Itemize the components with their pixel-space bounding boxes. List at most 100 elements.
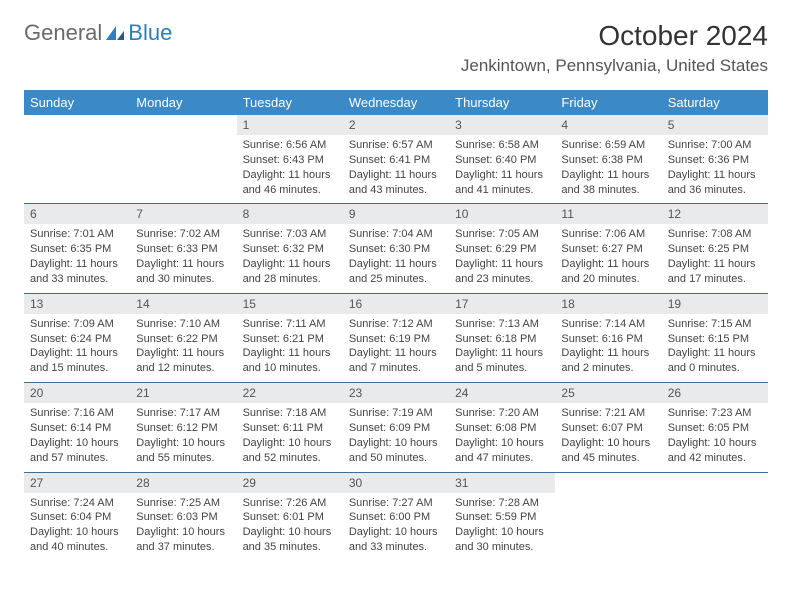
calendar-cell: 14Sunrise: 7:10 AMSunset: 6:22 PMDayligh… bbox=[130, 294, 236, 383]
day-detail-line: and 25 minutes. bbox=[349, 272, 443, 287]
calendar-cell: 6Sunrise: 7:01 AMSunset: 6:35 PMDaylight… bbox=[24, 204, 130, 293]
day-number: 28 bbox=[130, 473, 236, 493]
day-detail-line: Sunset: 6:16 PM bbox=[561, 332, 655, 347]
calendar-cell: 9Sunrise: 7:04 AMSunset: 6:30 PMDaylight… bbox=[343, 204, 449, 293]
day-number: 3 bbox=[449, 115, 555, 135]
day-detail-line: and 15 minutes. bbox=[30, 361, 124, 376]
calendar-body: 1Sunrise: 6:56 AMSunset: 6:43 PMDaylight… bbox=[24, 115, 768, 561]
day-detail-line: and 7 minutes. bbox=[349, 361, 443, 376]
day-detail-line: Sunset: 6:40 PM bbox=[455, 153, 549, 168]
title-block: October 2024 Jenkintown, Pennsylvania, U… bbox=[461, 20, 768, 76]
day-detail-line: Daylight: 11 hours bbox=[349, 346, 443, 361]
calendar-cell: 19 Sunrise: 7:15 AMSunset: 6:15 PMDayligh… bbox=[662, 294, 768, 383]
calendar-cell: 28Sunrise: 7:25 AMSunset: 6:03 PMDayligh… bbox=[130, 473, 236, 561]
day-number: 12 bbox=[662, 204, 768, 224]
day-details: Sunrise: 7:14 AMSunset: 6:16 PMDaylight:… bbox=[555, 314, 661, 382]
day-detail-line: Sunrise: 7:21 AM bbox=[561, 406, 655, 421]
day-detail-line: Daylight: 11 hours bbox=[455, 168, 549, 183]
day-detail-line: and 41 minutes. bbox=[455, 183, 549, 198]
day-details: Sunrise: 7:06 AMSunset: 6:27 PMDaylight:… bbox=[555, 224, 661, 292]
day-detail-line: Daylight: 10 hours bbox=[455, 525, 549, 540]
day-details: Sunrise: 6:58 AMSunset: 6:40 PMDaylight:… bbox=[449, 135, 555, 203]
day-number: 7 bbox=[130, 204, 236, 224]
calendar-week-row: 1Sunrise: 6:56 AMSunset: 6:43 PMDaylight… bbox=[24, 115, 768, 204]
day-details: Sunrise: 7:11 AMSunset: 6:21 PMDaylight:… bbox=[237, 314, 343, 382]
day-detail-line: Sunset: 6:04 PM bbox=[30, 510, 124, 525]
day-detail-line: Daylight: 11 hours bbox=[243, 346, 337, 361]
day-detail-line: and 20 minutes. bbox=[561, 272, 655, 287]
day-number: 23 bbox=[343, 383, 449, 403]
day-detail-line: and 30 minutes. bbox=[455, 540, 549, 555]
day-detail-line: Daylight: 11 hours bbox=[561, 346, 655, 361]
day-number: 19 bbox=[662, 294, 768, 314]
day-detail-line: Sunrise: 7:24 AM bbox=[30, 496, 124, 511]
calendar-cell: 18Sunrise: 7:14 AMSunset: 6:16 PMDayligh… bbox=[555, 294, 661, 383]
day-detail-line: Sunrise: 7:19 AM bbox=[349, 406, 443, 421]
calendar-cell bbox=[662, 473, 768, 561]
day-detail-line: Sunrise: 6:56 AM bbox=[243, 138, 337, 153]
calendar-week-row: 6Sunrise: 7:01 AMSunset: 6:35 PMDaylight… bbox=[24, 204, 768, 293]
calendar-cell: 24Sunrise: 7:20 AMSunset: 6:08 PMDayligh… bbox=[449, 383, 555, 472]
day-detail-line: Sunset: 6:07 PM bbox=[561, 421, 655, 436]
calendar-cell: 25Sunrise: 7:21 AMSunset: 6:07 PMDayligh… bbox=[555, 383, 661, 472]
day-detail-line: Daylight: 11 hours bbox=[243, 257, 337, 272]
day-number: 10 bbox=[449, 204, 555, 224]
day-detail-line: and 43 minutes. bbox=[349, 183, 443, 198]
day-details: Sunrise: 7:05 AMSunset: 6:29 PMDaylight:… bbox=[449, 224, 555, 292]
day-detail-line: Daylight: 11 hours bbox=[455, 257, 549, 272]
day-detail-line: and 33 minutes. bbox=[30, 272, 124, 287]
day-detail-line: Daylight: 11 hours bbox=[668, 257, 762, 272]
day-header: Monday bbox=[130, 90, 236, 115]
day-details: Sunrise: 7:17 AMSunset: 6:12 PMDaylight:… bbox=[130, 403, 236, 471]
calendar-cell: 7Sunrise: 7:02 AMSunset: 6:33 PMDaylight… bbox=[130, 204, 236, 293]
day-details: Sunrise: 6:59 AMSunset: 6:38 PMDaylight:… bbox=[555, 135, 661, 203]
day-detail-line: Sunset: 6:25 PM bbox=[668, 242, 762, 257]
day-number: 26 bbox=[662, 383, 768, 403]
day-detail-line: Daylight: 11 hours bbox=[561, 257, 655, 272]
day-detail-line: Sunrise: 7:14 AM bbox=[561, 317, 655, 332]
day-detail-line: Daylight: 11 hours bbox=[668, 346, 762, 361]
day-detail-line: Daylight: 10 hours bbox=[136, 436, 230, 451]
day-detail-line: Sunrise: 7:18 AM bbox=[243, 406, 337, 421]
day-details: Sunrise: 7:24 AMSunset: 6:04 PMDaylight:… bbox=[24, 493, 130, 561]
calendar-cell: 16Sunrise: 7:12 AMSunset: 6:19 PMDayligh… bbox=[343, 294, 449, 383]
day-detail-line: Sunset: 6:21 PM bbox=[243, 332, 337, 347]
day-detail-line: and 57 minutes. bbox=[30, 451, 124, 466]
day-detail-line: Sunrise: 7:15 AM bbox=[668, 317, 762, 332]
day-detail-line: Sunrise: 7:13 AM bbox=[455, 317, 549, 332]
day-detail-line: Sunrise: 7:04 AM bbox=[349, 227, 443, 242]
day-details: Sunrise: 7:04 AMSunset: 6:30 PMDaylight:… bbox=[343, 224, 449, 292]
day-detail-line: Sunset: 6:15 PM bbox=[668, 332, 762, 347]
calendar-cell: 12Sunrise: 7:08 AMSunset: 6:25 PMDayligh… bbox=[662, 204, 768, 293]
day-details: Sunrise: 7:21 AMSunset: 6:07 PMDaylight:… bbox=[555, 403, 661, 471]
day-number: 22 bbox=[237, 383, 343, 403]
day-header: Saturday bbox=[662, 90, 768, 115]
sail-icon bbox=[104, 24, 126, 42]
day-number: 14 bbox=[130, 294, 236, 314]
day-number: 6 bbox=[24, 204, 130, 224]
day-detail-line: Sunrise: 6:58 AM bbox=[455, 138, 549, 153]
day-detail-line: Sunrise: 7:10 AM bbox=[136, 317, 230, 332]
day-detail-line: and 36 minutes. bbox=[668, 183, 762, 198]
day-detail-line: and 2 minutes. bbox=[561, 361, 655, 376]
day-detail-line: Sunset: 6:05 PM bbox=[668, 421, 762, 436]
day-details: Sunrise: 7:19 AMSunset: 6:09 PMDaylight:… bbox=[343, 403, 449, 471]
day-details: Sunrise: 7:10 AMSunset: 6:22 PMDaylight:… bbox=[130, 314, 236, 382]
day-detail-line: Daylight: 10 hours bbox=[243, 436, 337, 451]
page-header: General Blue October 2024 Jenkintown, Pe… bbox=[24, 20, 768, 76]
calendar-cell: 31Sunrise: 7:28 AMSunset: 5:59 PMDayligh… bbox=[449, 473, 555, 561]
day-detail-line: Sunrise: 7:03 AM bbox=[243, 227, 337, 242]
day-number: 29 bbox=[237, 473, 343, 493]
day-detail-line: and 37 minutes. bbox=[136, 540, 230, 555]
calendar-table: SundayMondayTuesdayWednesdayThursdayFrid… bbox=[24, 90, 768, 561]
day-detail-line: Sunrise: 7:02 AM bbox=[136, 227, 230, 242]
day-detail-line: Sunset: 6:01 PM bbox=[243, 510, 337, 525]
day-detail-line: and 38 minutes. bbox=[561, 183, 655, 198]
day-detail-line: and 17 minutes. bbox=[668, 272, 762, 287]
day-details: Sunrise: 7:00 AMSunset: 6:36 PMDaylight:… bbox=[662, 135, 768, 203]
calendar-cell: 13Sunrise: 7:09 AMSunset: 6:24 PMDayligh… bbox=[24, 294, 130, 383]
day-detail-line: Daylight: 11 hours bbox=[136, 346, 230, 361]
day-detail-line: Sunset: 6:27 PM bbox=[561, 242, 655, 257]
day-detail-line: and 46 minutes. bbox=[243, 183, 337, 198]
day-header: Sunday bbox=[24, 90, 130, 115]
